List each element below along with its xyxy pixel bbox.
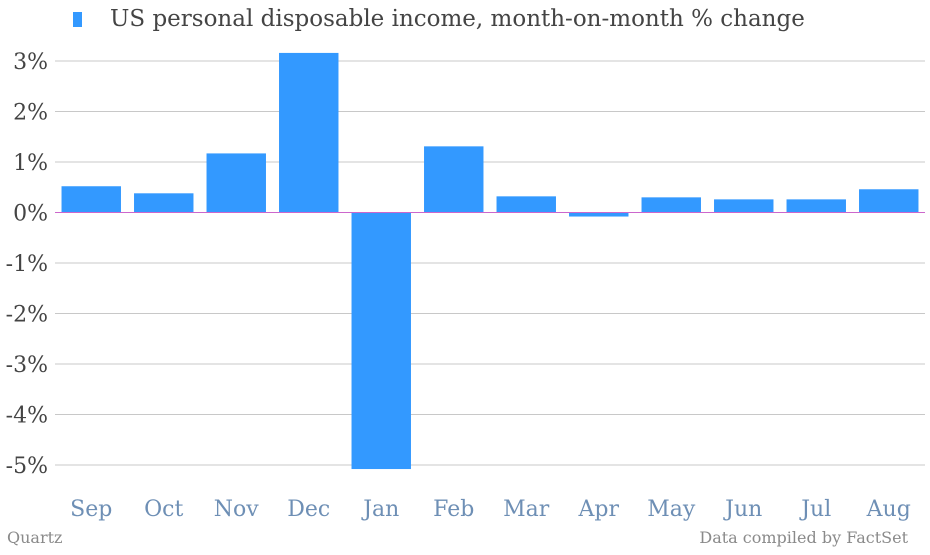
y-tick-label: -5% [6, 454, 48, 479]
y-tick-label: 1% [13, 151, 48, 176]
bar-jun [714, 199, 774, 213]
x-tick-label: Feb [433, 497, 474, 522]
y-tick-label: 2% [13, 101, 48, 126]
x-tick-label: Mar [503, 497, 550, 522]
bar-feb [424, 146, 484, 213]
bar-oct [134, 193, 194, 213]
source-right: Data compiled by FactSet [699, 528, 908, 547]
bar-dec [279, 52, 339, 213]
x-tick-label: Jan [361, 497, 399, 522]
x-tick-label: Dec [287, 497, 330, 522]
bar-sep [61, 186, 121, 213]
y-tick-label: -4% [6, 404, 48, 429]
legend-label: US personal disposable income, month-on-… [110, 6, 805, 32]
bar-jul [786, 199, 846, 213]
x-tick-label: Nov [214, 497, 259, 522]
legend-swatch [73, 11, 82, 27]
legend: US personal disposable income, month-on-… [73, 6, 805, 32]
y-tick-label: -2% [6, 303, 48, 328]
x-tick-label: Apr [578, 497, 620, 522]
x-tick-label: Jun [723, 497, 762, 522]
bar-may [641, 197, 701, 213]
x-tick-label: May [647, 497, 696, 522]
bar-aug [859, 189, 919, 213]
y-tick-label: -3% [6, 353, 48, 378]
bar-jan [351, 212, 411, 470]
x-tick-label: Sep [70, 497, 112, 522]
bar-nov [206, 153, 266, 213]
source-left: Quartz [7, 528, 63, 547]
x-tick-label: Oct [144, 497, 183, 522]
x-tick-label: Aug [866, 497, 911, 522]
bar-chart: 3% 2% 1% 0% -1% -2% -3% -4% -5% Sep Oct Nov Dec Jan Fe… [6, 50, 925, 522]
x-tick-label: Jul [799, 497, 831, 522]
y-tick-label: 3% [13, 50, 48, 75]
bar-apr [569, 212, 629, 217]
y-tick-label: -1% [6, 252, 48, 277]
y-tick-label: 0% [13, 202, 48, 227]
bar-mar [496, 196, 556, 213]
